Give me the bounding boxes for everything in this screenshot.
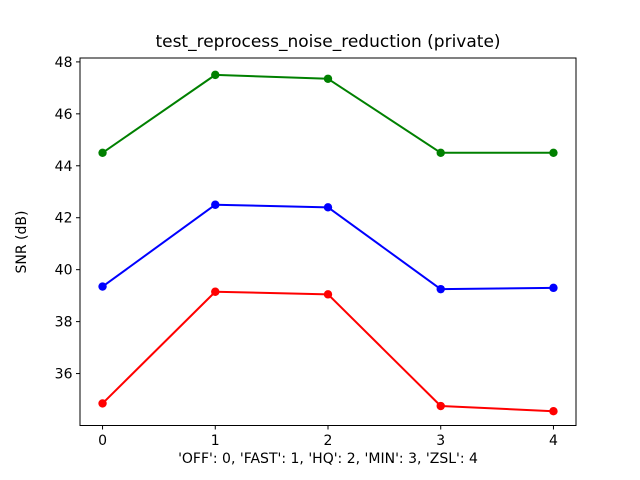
green-series-marker [211,70,220,80]
y-tick-label: 36 [55,367,73,383]
y-tick-label: 42 [55,211,73,227]
green-series-marker [98,148,107,157]
y-tick-label: 38 [55,315,73,331]
y-tick-label: 40 [55,263,73,279]
x-tick-label: 1 [211,433,220,449]
y-tick-label: 48 [55,55,73,71]
x-tick-label: 3 [436,433,445,449]
y-tick-label: 46 [55,107,73,123]
x-tick-label: 4 [549,433,558,449]
blue-series-marker [323,203,333,212]
blue-series-marker [549,283,558,293]
red-series-marker [549,407,558,416]
blue-series-marker [98,282,107,291]
red-series-line [101,290,554,413]
blue-series-marker [211,200,220,209]
red-series-marker [211,287,220,296]
blue-series-marker [436,284,445,294]
x-tick-label: 2 [324,433,333,449]
red-series-marker [98,399,107,408]
green-series-marker [323,74,333,83]
x-axis-label: 'OFF': 0, 'FAST': 1, 'HQ': 2, 'MIN': 3, … [178,451,478,467]
blue-series-line [101,203,554,291]
x-tick-label: 0 [98,433,107,449]
chart-title: test_reprocess_noise_reduction (private) [155,32,501,52]
red-series-marker [323,290,333,299]
green-series-line [101,73,554,154]
axes-frame [79,57,577,426]
green-series-marker [549,148,558,157]
red-series-marker [436,401,445,411]
y-tick-label: 44 [55,159,73,175]
green-series-marker [436,148,445,157]
